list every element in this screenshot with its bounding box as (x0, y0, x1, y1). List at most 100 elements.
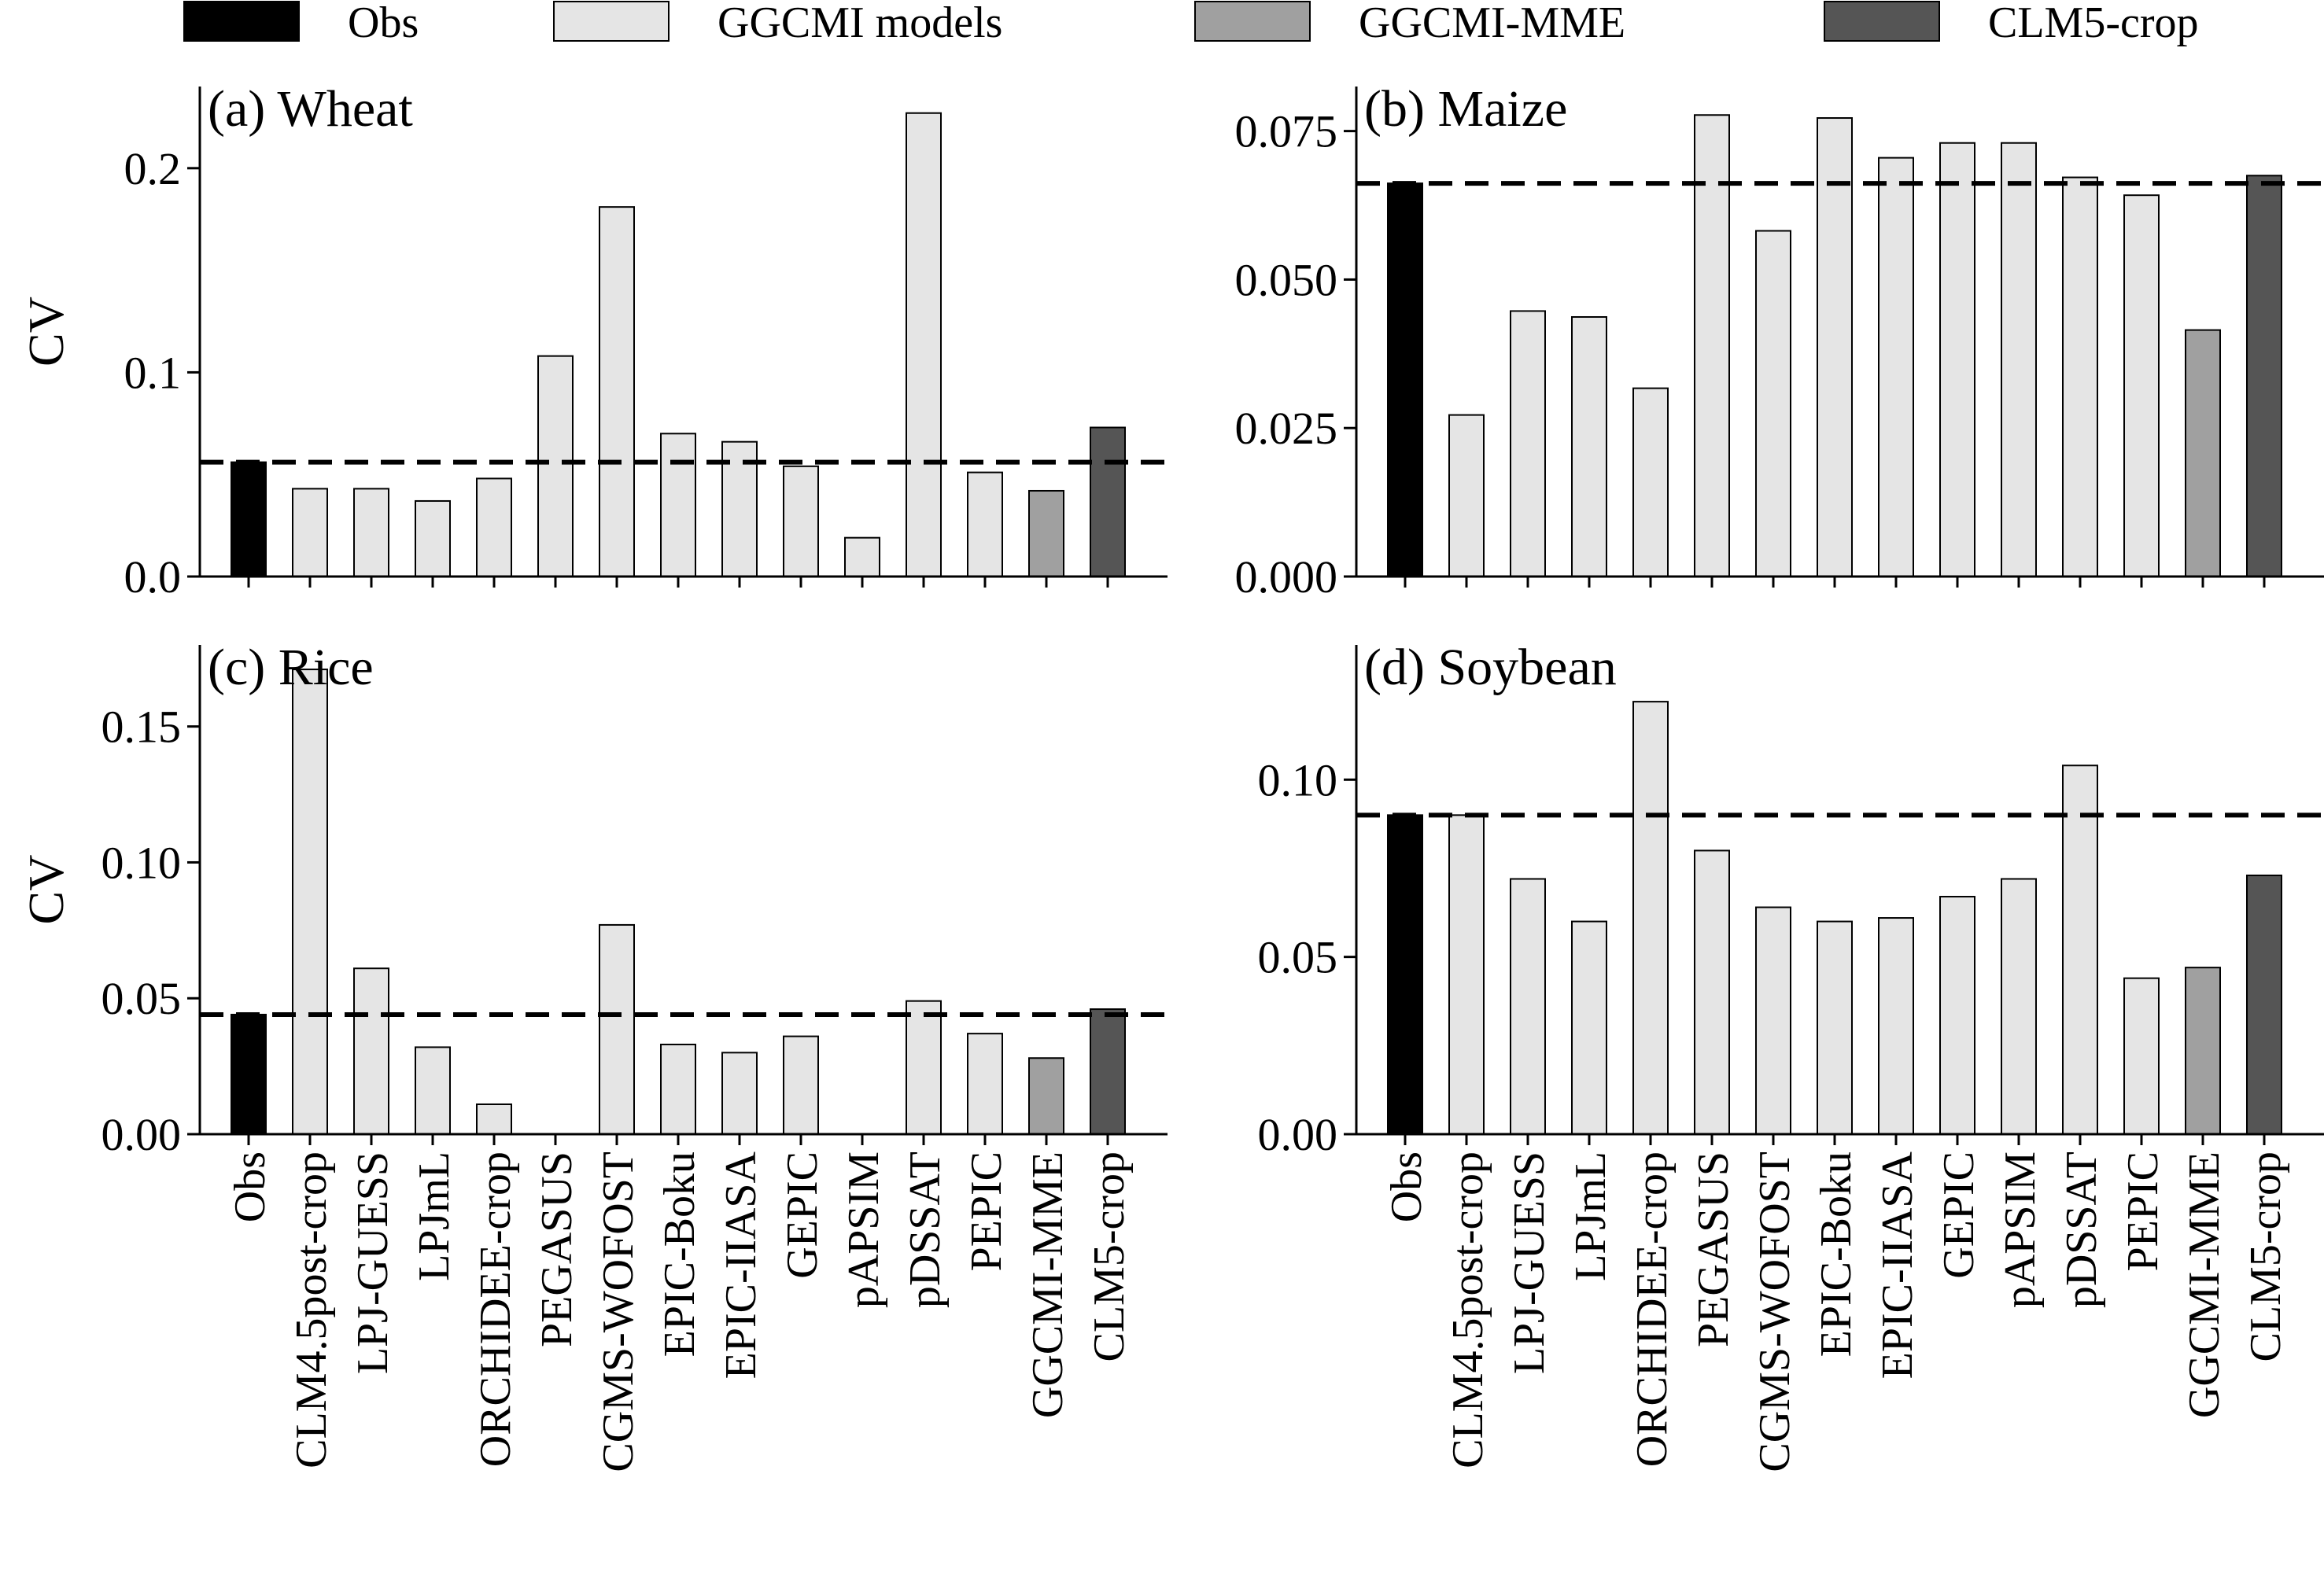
y-tick-label: 0.0 (124, 551, 182, 602)
bar-pepic (2123, 977, 2160, 1135)
x-tick-label: GEPIC (778, 1151, 827, 1279)
bar-lpj-guess (1510, 878, 1546, 1135)
bar-clm5-crop (1090, 1008, 1126, 1135)
bar-ggcmi-mme (2185, 967, 2221, 1135)
x-tick-label: CGMS-WOFOST (594, 1151, 643, 1472)
bar-epic-iiasa (1878, 157, 1914, 578)
x-tick-label: EPIC-Boku (1812, 1151, 1861, 1357)
bar-ggcmi-mme (2185, 329, 2221, 577)
panel-title: (d) Soybean (1364, 639, 1617, 696)
bar-clm4-5post-crop (292, 669, 328, 1135)
x-tick-label: Obs (226, 1151, 275, 1222)
bar-lpjml (415, 1046, 451, 1136)
x-tick-label: pDSSAT (2057, 1151, 2106, 1308)
bar-ggcmi-mme (1028, 489, 1064, 577)
bar-epic-boku (660, 1043, 696, 1136)
bar-gepic (783, 465, 819, 578)
x-tick-label: GEPIC (1935, 1151, 1983, 1279)
bar-obs (231, 461, 267, 578)
bar-pepic (967, 471, 1003, 577)
x-tick-label: EPIC-IIASA (1873, 1151, 1922, 1379)
y-tick-label: 0.050 (1235, 254, 1338, 305)
legend-swatch (553, 1, 670, 42)
x-tick-label: GGCMI-MME (2180, 1151, 2229, 1418)
legend-entry-2: GGCMI-MME (1194, 0, 1625, 47)
y-tick-label: 0.00 (1258, 1109, 1338, 1160)
bar-lpjml (1571, 315, 1607, 577)
bar-papsim (2001, 878, 2037, 1135)
bar-lpj-guess (1510, 310, 1546, 577)
bar-pepic (967, 1033, 1003, 1135)
bar-clm5-crop (2246, 874, 2282, 1136)
bar-clm4-5post-crop (1448, 414, 1485, 578)
bar-pepic (2123, 194, 2160, 578)
y-tick-label: 0.05 (101, 973, 182, 1024)
x-tick-label: PEGASUS (533, 1151, 581, 1347)
x-tick-label: pAPSIM (839, 1151, 888, 1308)
bar-epic-boku (1817, 117, 1853, 578)
legend-swatch (1824, 1, 1940, 42)
chart-panels: 0.0 0.1 0.2 (a) Wheat CV 0.000 0.025 0.050 0.075… (18, 80, 2324, 1472)
bar-pdssat (2062, 176, 2098, 577)
x-tick-label: CLM4.5post-crop (287, 1151, 336, 1468)
x-tick-label: CLM5-crop (2241, 1151, 2290, 1362)
x-tick-label: LPJ-GUESS (1505, 1151, 1554, 1374)
y-tick-label: 0.1 (124, 347, 182, 398)
panel-3: 0.00 0.05 0.10 Obs CLM4.5post-crop LPJ-GUESS L… (1258, 639, 2324, 1472)
bar-gepic (1939, 896, 1975, 1136)
bar-lpj-guess (353, 488, 389, 577)
panel-2: 0.00 0.05 0.10 0.15 Obs CLM4.5post-crop LPJ-GU… (18, 639, 1168, 1472)
bar-pdssat (906, 1000, 942, 1135)
x-tick-label: LPJmL (1566, 1151, 1615, 1281)
panel-0: 0.0 0.1 0.2 (a) Wheat CV (18, 80, 1168, 602)
y-tick-label: 0.10 (101, 837, 182, 888)
panel-1: 0.000 0.025 0.050 0.075 (b) Maize (1235, 80, 2324, 602)
legend-label: CLM5-crop (1988, 0, 2199, 47)
bar-pdssat (2062, 765, 2098, 1136)
x-tick-label: EPIC-IIASA (717, 1151, 765, 1379)
panel-title: (a) Wheat (208, 80, 413, 138)
y-tick-label: 0.05 (1258, 932, 1338, 983)
x-tick-label: CLM5-crop (1085, 1151, 1134, 1362)
y-tick-label: 0.2 (124, 143, 182, 194)
legend-entry-0: Obs (183, 0, 419, 47)
bar-cgms-wofost (599, 923, 635, 1136)
x-tick-label: PEPIC (962, 1151, 1011, 1272)
legend-swatch (1194, 1, 1311, 42)
x-tick-label: LPJmL (410, 1151, 459, 1281)
bar-pegasus (1694, 114, 1730, 578)
y-tick-label: 0.00 (101, 1109, 182, 1160)
bar-clm4-5post-crop (292, 488, 328, 577)
bar-clm5-crop (1090, 426, 1126, 577)
panel-title: (c) Rice (208, 639, 374, 696)
bar-obs (1387, 814, 1423, 1135)
x-tick-label: PEPIC (2119, 1151, 2167, 1272)
bar-epic-boku (660, 433, 696, 578)
bar-clm4-5post-crop (1448, 814, 1485, 1135)
bar-papsim (844, 536, 880, 577)
legend-label: GGCMI-MME (1359, 0, 1625, 47)
legend-entry-3: CLM5-crop (1824, 0, 2199, 47)
y-axis-label: CV (18, 297, 74, 367)
bar-cgms-wofost (1755, 230, 1791, 577)
x-tick-label: pAPSIM (1996, 1151, 2045, 1308)
x-tick-label: CLM4.5post-crop (1444, 1151, 1492, 1468)
bar-obs (231, 1013, 267, 1136)
bar-lpjml (1571, 920, 1607, 1135)
bar-pegasus (1694, 849, 1730, 1135)
bar-cgms-wofost (1755, 906, 1791, 1136)
bar-orchidee-crop (1632, 387, 1669, 577)
bar-clm5-crop (2246, 175, 2282, 577)
x-tick-label: ORCHIDEE-crop (1628, 1151, 1677, 1467)
bar-epic-boku (1817, 920, 1853, 1135)
bar-lpjml (415, 499, 451, 577)
bar-pegasus (537, 355, 574, 577)
legend-label: GGCMI models (717, 0, 1002, 47)
x-tick-label: CGMS-WOFOST (1750, 1151, 1799, 1472)
legend-label: Obs (348, 0, 419, 47)
y-tick-label: 0.15 (101, 702, 182, 753)
bar-pdssat (906, 112, 942, 577)
y-tick-label: 0.10 (1258, 754, 1338, 805)
bar-orchidee-crop (1632, 701, 1669, 1135)
x-tick-label: Obs (1382, 1151, 1431, 1222)
